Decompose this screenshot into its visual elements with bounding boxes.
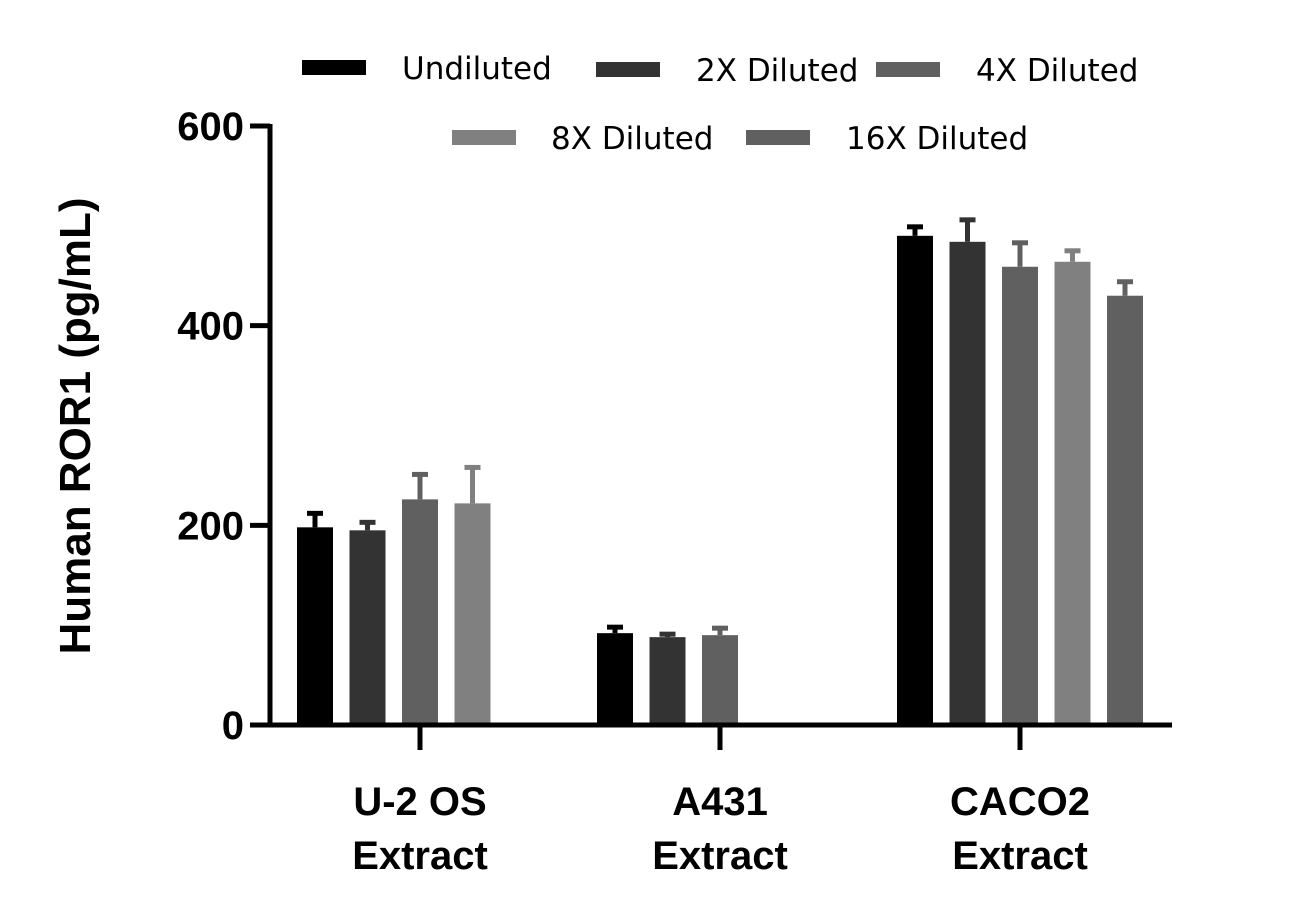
x-tick-label: CACO2 (950, 780, 1090, 824)
bar (649, 637, 686, 725)
y-tick-label: 0 (222, 704, 244, 748)
bar (297, 527, 333, 725)
x-tick-label: Extract (952, 834, 1088, 878)
bar (597, 633, 633, 725)
legend-swatch (746, 130, 810, 145)
x-tick-label: U-2 OS (353, 780, 486, 824)
bar (1107, 295, 1143, 725)
bars (297, 217, 1143, 726)
y-tick-label: 200 (177, 504, 244, 548)
bar (1002, 266, 1038, 725)
legend: Undiluted 2X Diluted 4X Diluted 8X Diluted 1… (302, 51, 1138, 157)
y-axis-label: Human ROR1 (pg/mL) (51, 197, 100, 654)
axes: 0 200 400 600 U-2 OS Extract A431 Extract CACO2 E… (177, 105, 1172, 878)
x-tick-label: Extract (352, 834, 488, 878)
legend-swatch (452, 130, 516, 145)
y-tick-label: 400 (177, 305, 244, 349)
legend-label: 4X Diluted (976, 53, 1138, 89)
x-tick-label: A431 (672, 780, 768, 824)
bar (949, 241, 986, 725)
legend-label: 16X Diluted (846, 121, 1028, 157)
y-tick-label: 600 (177, 105, 244, 149)
bar (897, 235, 933, 726)
legend-swatch (302, 60, 366, 75)
legend-label: 2X Diluted (696, 53, 858, 89)
legend-swatch (596, 62, 660, 77)
bar (1054, 261, 1091, 725)
legend-label: Undiluted (402, 51, 552, 87)
x-tick-label: Extract (652, 834, 788, 878)
legend-swatch (876, 62, 940, 77)
bar (702, 635, 738, 725)
bar (349, 530, 386, 725)
bar (454, 503, 491, 725)
bar (402, 499, 438, 725)
legend-label: 8X Diluted (551, 121, 713, 157)
